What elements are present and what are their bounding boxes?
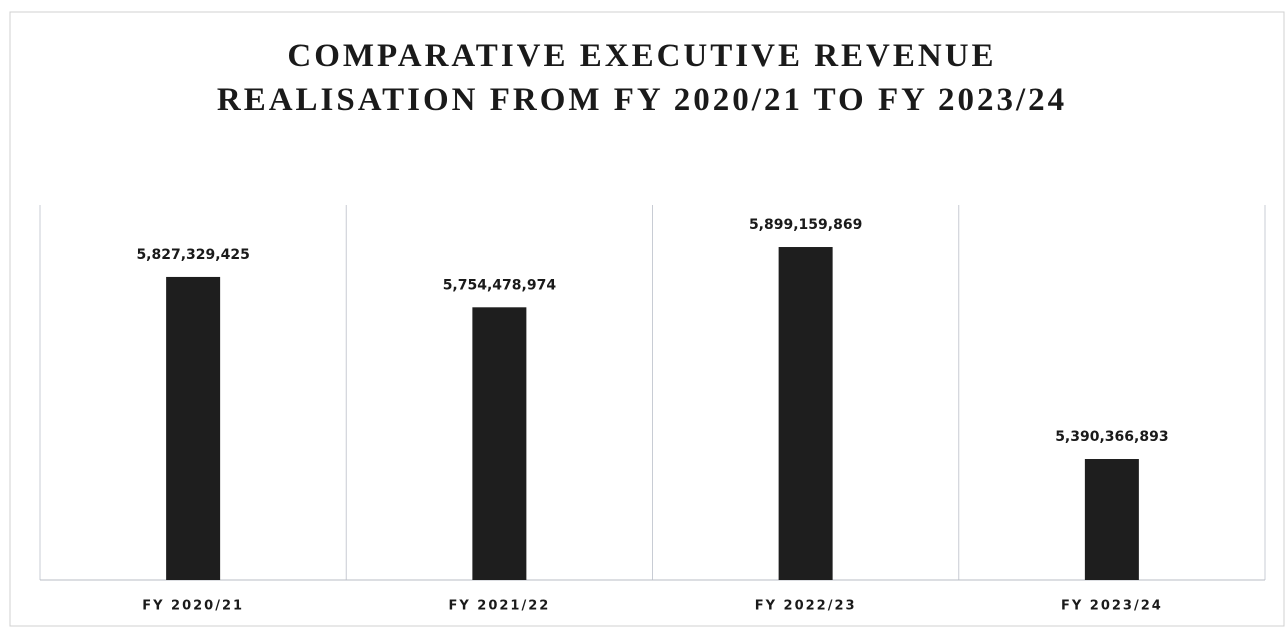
x-tick-label: FY 2020/21 [142,599,244,614]
x-tick-label: FY 2022/23 [755,599,857,614]
value-label: 5,390,366,893 [1055,429,1168,445]
x-tick-label: FY 2023/24 [1061,599,1163,614]
value-label: 5,827,329,425 [136,247,249,263]
bar [1084,459,1139,580]
bar [472,307,527,580]
bar [166,276,221,580]
value-label: 5,899,159,869 [749,217,862,233]
value-label: 5,754,478,974 [443,277,557,293]
chart-title: COMPARATIVE EXECUTIVE REVENUE REALISATIO… [216,38,1068,118]
bar [778,247,833,580]
chart-frame [9,11,1285,627]
x-tick-label: FY 2021/22 [448,599,550,614]
